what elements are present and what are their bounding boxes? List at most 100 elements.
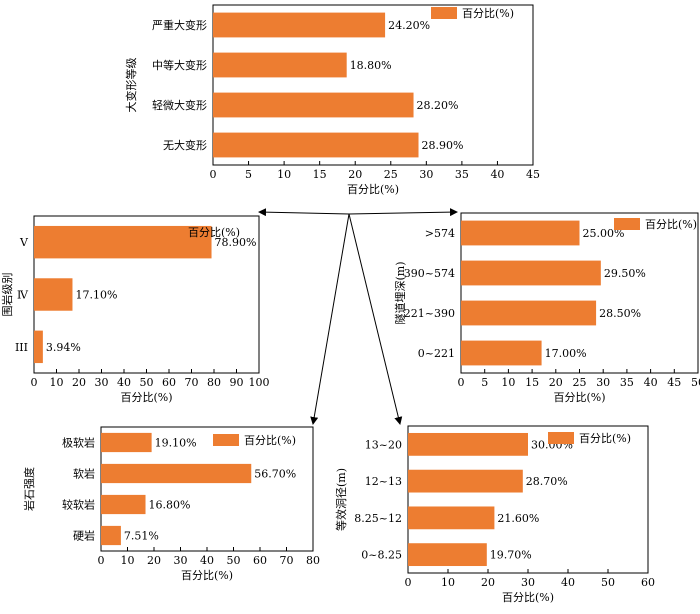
legend: 百分比(%): [614, 218, 697, 231]
value-label: 25.00%: [583, 227, 625, 240]
category-label: 严重大变形: [152, 18, 207, 32]
legend-label: 百分比(%): [188, 226, 240, 239]
value-label: 24.20%: [388, 19, 430, 32]
x-tick-label: 10: [121, 554, 135, 567]
bar: [408, 543, 487, 567]
category-label: 0~221: [418, 347, 455, 360]
value-label: 19.70%: [490, 549, 532, 562]
x-tick-label: 20: [549, 376, 563, 389]
x-tick-label: 100: [249, 376, 270, 389]
x-tick-label: 40: [644, 376, 658, 389]
x-tick-label: 50: [601, 576, 615, 589]
arrow-to-rock-strength: [310, 213, 350, 425]
category-label: 软岩: [73, 467, 95, 481]
legend: 百分比(%): [213, 434, 296, 447]
value-label: 7.51%: [124, 530, 159, 543]
x-tick-label: 40: [117, 376, 131, 389]
legend-swatch: [614, 218, 640, 230]
x-tick-label: 35: [620, 376, 634, 389]
category-label: 12~13: [365, 475, 402, 488]
x-tick-label: 20: [147, 554, 161, 567]
value-label: 16.80%: [149, 499, 191, 512]
category-label: 轻微大变形: [152, 98, 207, 112]
category-label: 无大变形: [163, 138, 207, 152]
legend-swatch: [431, 7, 457, 19]
bar: [213, 12, 386, 38]
x-axis-title: 百分比(%): [553, 391, 605, 404]
x-tick-label: 25: [384, 168, 398, 181]
value-label: 56.70%: [254, 468, 296, 481]
x-tick-label: 30: [596, 376, 610, 389]
x-tick-label: 40: [490, 168, 504, 181]
y-axis-title: 围岩级别: [0, 273, 14, 317]
x-tick-label: 15: [525, 376, 539, 389]
x-tick-label: 25: [573, 376, 587, 389]
bar: [101, 432, 152, 453]
legend-swatch: [213, 434, 239, 446]
category-label: 0~8.25: [361, 549, 402, 562]
category-label: 8.25~12: [354, 512, 402, 525]
value-label: 3.94%: [46, 341, 81, 354]
category-label: 较软岩: [62, 498, 95, 512]
legend-label: 百分比(%): [244, 434, 296, 447]
chart-panels: 0 5 10 15 20 25 30 35 40 45 百分比(%) 大变形等级 严重大变形 24.20%…: [0, 4, 700, 604]
bar: [101, 494, 146, 515]
x-tick-label: 50: [227, 554, 241, 567]
x-tick-label: 5: [481, 376, 488, 389]
bar: [408, 469, 523, 493]
x-tick-label: 60: [253, 554, 267, 567]
category-label: 13~20: [365, 438, 402, 451]
legend-label: 百分比(%): [579, 432, 631, 445]
x-tick-label: 5: [245, 168, 252, 181]
x-tick-label: 45: [667, 376, 681, 389]
category-label: 390~574: [404, 267, 455, 280]
x-tick-label: 60: [641, 576, 655, 589]
bar: [461, 220, 580, 246]
legend: 百分比(%): [431, 7, 514, 20]
x-tick-label: 40: [561, 576, 575, 589]
x-tick-label: 50: [691, 376, 700, 389]
bar: [461, 300, 597, 326]
x-tick-label: 45: [526, 168, 540, 181]
bar: [213, 92, 414, 118]
x-tick-label: 20: [481, 576, 495, 589]
category-label: 221~390: [404, 307, 455, 320]
x-tick-label: 35: [455, 168, 469, 181]
bar: [101, 525, 121, 546]
y-axis-title: 岩石强度: [22, 467, 36, 511]
x-tick-label: 10: [501, 376, 515, 389]
chart-panel-rock_grade: 0 10 20 30 40 50 60 70 80 90 100 百分比(%) 围岩级别 V 78.90% Ⅳ…: [0, 215, 270, 404]
value-label: 28.90%: [422, 139, 464, 152]
bar: [213, 132, 419, 158]
arrow-to-tunnel-diameter: [348, 213, 403, 425]
bar: [461, 340, 542, 366]
x-tick-label: 30: [521, 576, 535, 589]
x-tick-label: 50: [140, 376, 154, 389]
bar: [408, 432, 528, 456]
x-tick-label: 0: [98, 554, 105, 567]
bar: [34, 330, 43, 364]
bar: [34, 278, 73, 311]
x-tick-label: 70: [280, 554, 294, 567]
value-label: 17.10%: [75, 289, 117, 302]
bar: [461, 260, 601, 286]
x-tick-label: 20: [72, 376, 86, 389]
connector-arrows: [258, 208, 458, 425]
x-tick-label: 90: [230, 376, 244, 389]
category-label: Ⅳ: [17, 289, 29, 302]
category-label: 极软岩: [62, 436, 95, 450]
chart-panel-rock_strength: 0 10 20 30 40 50 60 70 80 百分比(%) 岩石强度 极软岩 19.10% 软岩 56…: [22, 426, 320, 582]
legend-label: 百分比(%): [462, 7, 514, 20]
bar: [101, 463, 252, 484]
value-label: 19.10%: [155, 437, 197, 450]
x-tick-label: 60: [162, 376, 176, 389]
x-tick-label: 80: [207, 376, 221, 389]
legend-label: 百分比(%): [645, 218, 697, 231]
x-tick-label: 0: [31, 376, 38, 389]
value-label: 17.00%: [545, 347, 587, 360]
chart-panel-deformation: 0 5 10 15 20 25 30 35 40 45 百分比(%) 大变形等级 严重大变形 24.20%…: [124, 4, 540, 196]
x-tick-label: 15: [313, 168, 327, 181]
x-axis-title: 百分比(%): [347, 183, 399, 196]
